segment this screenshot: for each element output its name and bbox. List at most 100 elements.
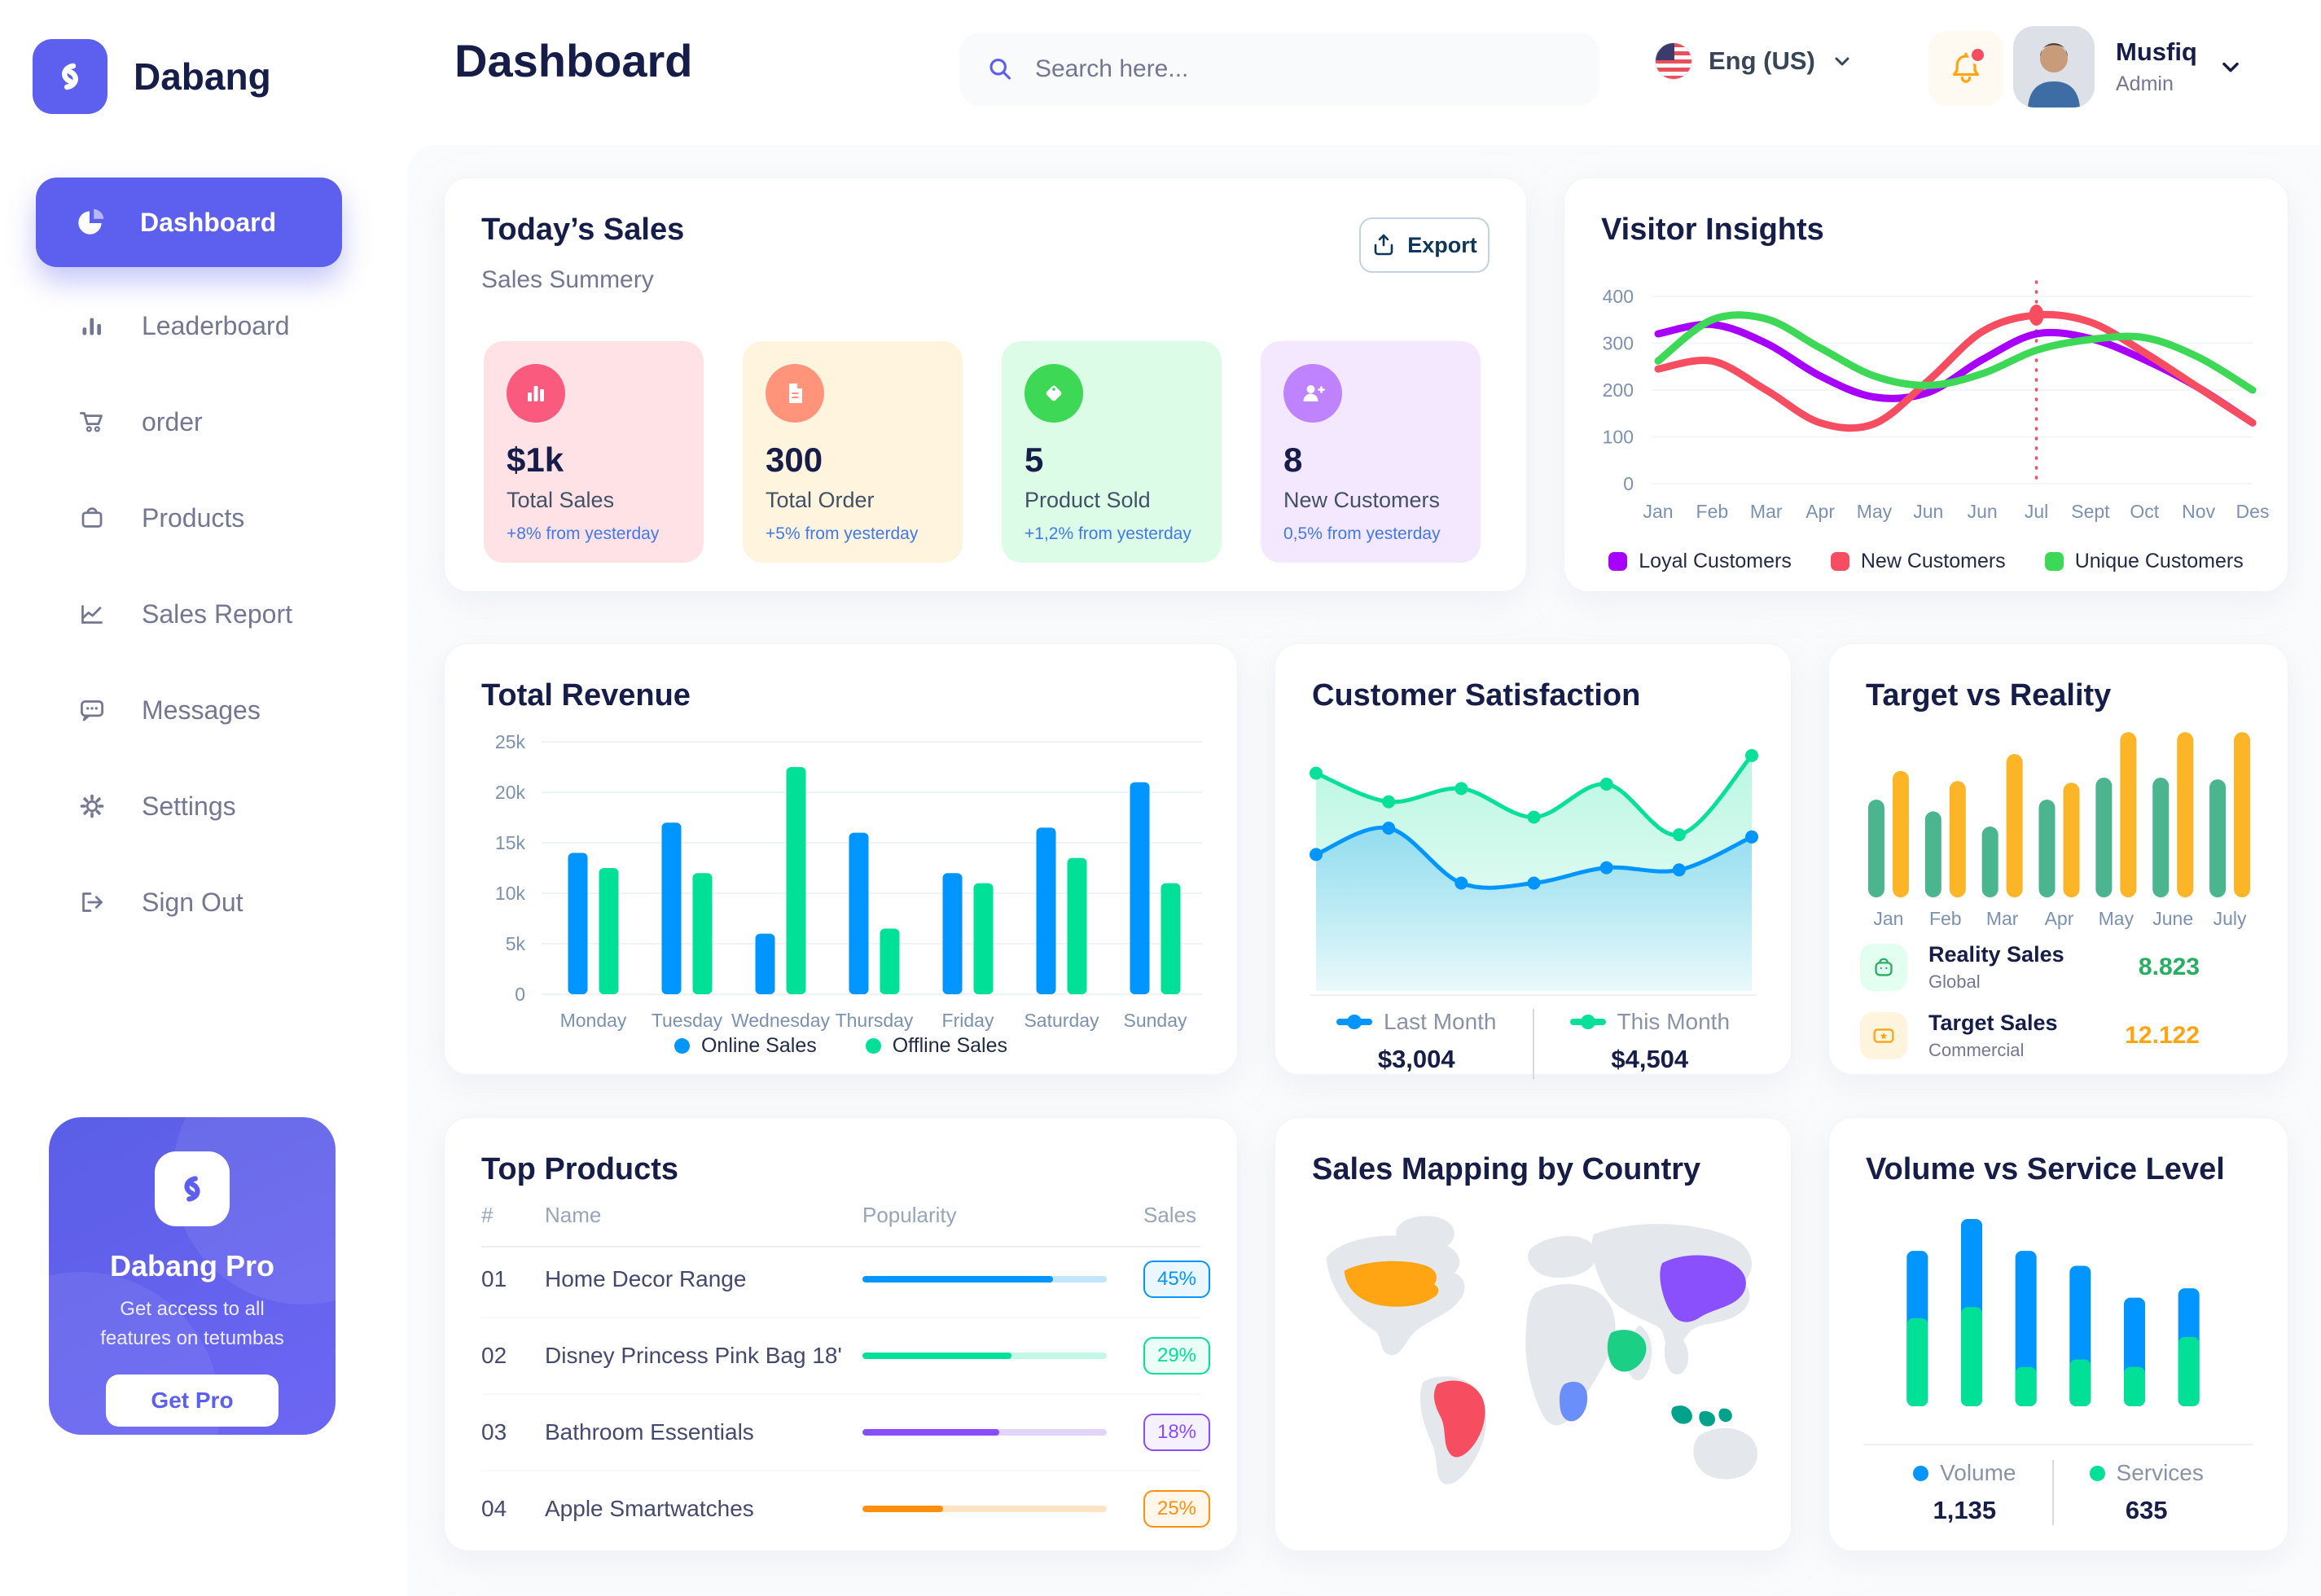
sidebar-item-dashboard[interactable]: Dashboard [36,178,342,267]
notifications-button[interactable] [1928,31,2003,106]
customer-satisfaction-card: Customer Satisfaction Last Month $3,004 … [1275,643,1792,1079]
svg-text:May: May [1857,501,1893,522]
visitor-insights-chart: 0 100 200 300 400 Jan Feb Mar Apr May Jun Jun Jul Sep… [1603,280,2270,522]
sidebar-item-label: Leaderboard [142,310,290,340]
ticket-icon [1860,1012,1907,1059]
cart-icon [79,412,103,432]
visitor-insights-card: Visitor Insights 0 100 200 300 400 Jan Feb Mar A… [1564,178,2288,592]
divider [1310,994,1757,996]
svg-text:20k: 20k [495,782,526,803]
svg-text:Oct: Oct [2130,501,2159,522]
table-row[interactable]: 03 Bathroom Essentials 18% [481,1395,1210,1471]
stat-total-sales: $1k Total Sales +8% from yesterday [484,341,704,563]
svg-text:Apr: Apr [1805,501,1835,522]
legend-swatch [2044,552,2064,571]
legend-marker [1569,1015,1606,1029]
sidebar-item-settings[interactable]: Settings [36,769,378,844]
get-pro-button[interactable]: Get Pro [106,1375,279,1427]
legend-swatch [1830,552,1849,571]
total-revenue-chart: 0 5k 10k 15k 20k 25k Monday Tuesday Wednesday Thu… [495,731,1202,1031]
reality-sales-legend-row: Reality Sales Global 8.823 [1860,942,2257,993]
table-row[interactable]: 02 Disney Princess Pink Bag 18' 29% [481,1318,1210,1395]
customer-satisfaction-chart [1310,748,1758,991]
language-selector[interactable]: Eng (US) [1655,42,1853,80]
popularity-bar [862,1276,1107,1282]
user-plus-icon [1283,364,1342,423]
volume-vs-service-chart [1906,1219,2200,1406]
legend-dot [2089,1465,2105,1481]
country-brazil [1433,1380,1485,1458]
user-role: Admin [2116,72,2174,95]
svg-text:5k: 5k [506,933,526,954]
bar-chart-icon [82,318,102,335]
australia [1693,1427,1758,1480]
top-products-card: Top Products # Name Popularity Sales 01 … [444,1117,1238,1551]
legend-marker [1336,1015,1372,1029]
sales-mapping-card: Sales Mapping by Country [1275,1117,1792,1551]
sidebar-item-label: Messages [142,695,261,725]
svg-text:Sept: Sept [2071,501,2110,522]
card-title: Top Products [481,1152,679,1186]
table-row[interactable]: 01 Home Decor Range 45% [481,1242,1210,1318]
user-menu[interactable]: Musfiq Admin [2013,26,2243,107]
legend-dot [865,1038,881,1054]
sidebar: Dabang Dashboard Leaderboard order [0,0,407,1596]
popularity-bar [862,1429,1107,1436]
svg-text:Sunday: Sunday [1123,1010,1187,1031]
shopping-bag-icon [1860,944,1907,991]
stat-new-customers: 8 New Customers 0,5% from yesterday [1261,341,1481,563]
message-icon [81,700,103,721]
table-row[interactable]: 04 Apple Smartwatches 25% [481,1471,1210,1546]
chart-bar-icon [507,364,565,423]
svg-text:Jan: Jan [1643,501,1673,522]
svg-text:Jun: Jun [1968,501,1998,522]
sidebar-item-sales-report[interactable]: Sales Report [36,577,378,651]
svg-text:Saturday: Saturday [1024,1010,1099,1031]
search-input[interactable] [1033,55,1572,84]
target-sales-legend-row: Target Sales Commercial 12.122 [1860,1011,2257,1061]
svg-text:Friday: Friday [942,1010,994,1031]
divider [1863,1444,2253,1445]
svg-text:Mar: Mar [1986,908,2019,929]
country-united-states [1344,1261,1439,1307]
sidebar-item-label: Sign Out [142,887,244,917]
page-title: Dashboard [454,35,693,86]
file-lines-icon [766,364,824,423]
chevron-down-icon [1835,57,1849,66]
target-vs-reality-chart: Jan Feb Mar Apr May June July [1867,732,2251,929]
sidebar-item-label: Sales Report [142,598,292,629]
svg-text:0: 0 [515,984,525,1005]
sidebar-item-products[interactable]: Products [36,480,378,555]
svg-text:Monday: Monday [560,1010,627,1031]
popularity-bar [862,1506,1107,1512]
sidebar-item-order[interactable]: order [36,384,378,459]
sales-badge: 45% [1143,1261,1210,1298]
country-indonesia [1671,1405,1732,1427]
svg-text:Des: Des [2236,501,2270,522]
svg-text:0: 0 [1623,473,1634,494]
svg-text:Jul: Jul [2025,501,2048,522]
search-bar[interactable] [959,33,1599,106]
sign-out-icon [82,892,103,912]
sidebar-item-messages[interactable]: Messages [36,673,378,748]
line-chart-icon [81,605,103,624]
sidebar-nav: Dashboard Leaderboard order Products [36,178,378,940]
svg-text:25k: 25k [495,731,526,752]
promo-subtitle: Get access to all features on tetumbas [100,1298,284,1349]
export-button[interactable]: Export [1359,217,1490,273]
legend-dot [673,1038,690,1054]
brand-name: Dabang [134,55,271,98]
target-vs-reality-card: Target vs Reality Jan Feb Mar Apr May June Jul… [1828,643,2288,1075]
sidebar-item-sign-out[interactable]: Sign Out [36,865,378,940]
avatar [2013,26,2095,107]
dabang-pro-icon [155,1151,230,1226]
sidebar-item-leaderboard[interactable]: Leaderboard [36,288,378,363]
sidebar-item-label: Settings [142,791,236,821]
svg-text:July: July [2214,908,2247,929]
svg-text:Feb: Feb [1929,908,1962,929]
card-title: Customer Satisfaction [1312,678,1641,712]
svg-text:Tuesday: Tuesday [652,1010,723,1031]
card-title: Total Revenue [481,678,691,712]
sidebar-item-label: Dashboard [140,207,277,237]
visitor-insights-legend: Loyal Customers New Customers Unique Cus… [1564,550,2288,573]
